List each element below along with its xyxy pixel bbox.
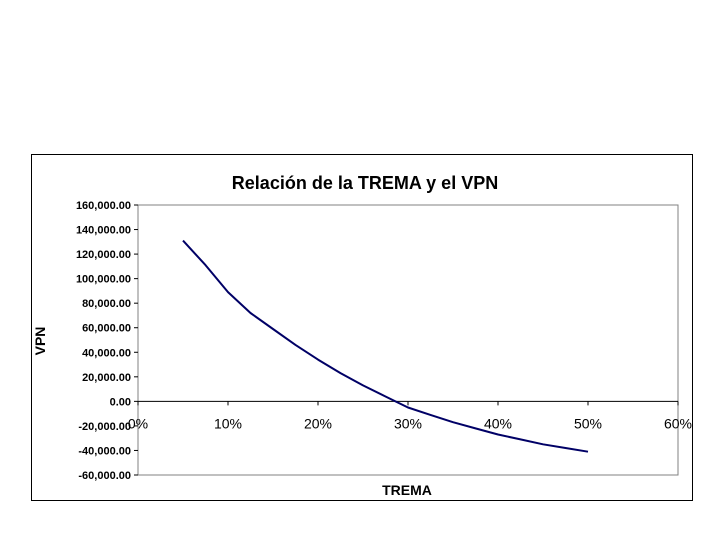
- x-tick-label: 40%: [484, 415, 512, 431]
- x-axis-label: TREMA: [382, 482, 432, 498]
- series-line: [182, 239, 589, 453]
- y-tick-label: 100,000.00: [76, 274, 131, 286]
- y-tick-label: 140,000.00: [76, 225, 131, 237]
- x-tick-label: 20%: [304, 415, 332, 431]
- y-tick-label: 40,000.00: [82, 347, 131, 359]
- y-tick-label: 80,000.00: [82, 298, 131, 310]
- chart-title: Relación de la TREMA y el VPN: [232, 173, 498, 193]
- series-layer: [182, 239, 589, 453]
- y-tick-label: 20,000.00: [82, 372, 131, 384]
- y-tick-label: 0.00: [110, 396, 131, 408]
- y-axis-label: VPN: [32, 327, 48, 356]
- chart-frame: Relación de la TREMA y el VPN 160,000.00…: [31, 154, 693, 501]
- plot-area: [137, 204, 679, 476]
- y-tick-label: 120,000.00: [76, 249, 131, 261]
- x-axis-ticks: 0% 10% 20% 30% 40% 50% 60%: [128, 401, 692, 431]
- x-tick-label: 30%: [394, 415, 422, 431]
- x-tick-label: 0%: [128, 415, 148, 431]
- x-tick-label: 10%: [214, 415, 242, 431]
- chart-svg: Relación de la TREMA y el VPN 160,000.00…: [32, 173, 692, 498]
- y-tick-label: 160,000.00: [76, 200, 131, 212]
- y-tick-label: -60,000.00: [78, 470, 131, 482]
- x-tick-label: 50%: [574, 415, 602, 431]
- y-tick-label: 60,000.00: [82, 323, 131, 335]
- y-tick-label: -20,000.00: [78, 421, 131, 433]
- x-tick-label: 60%: [664, 415, 692, 431]
- y-tick-label: -40,000.00: [78, 445, 131, 457]
- y-axis-ticks: 160,000.00 140,000.00 120,000.00 100,000.00…: [76, 200, 138, 482]
